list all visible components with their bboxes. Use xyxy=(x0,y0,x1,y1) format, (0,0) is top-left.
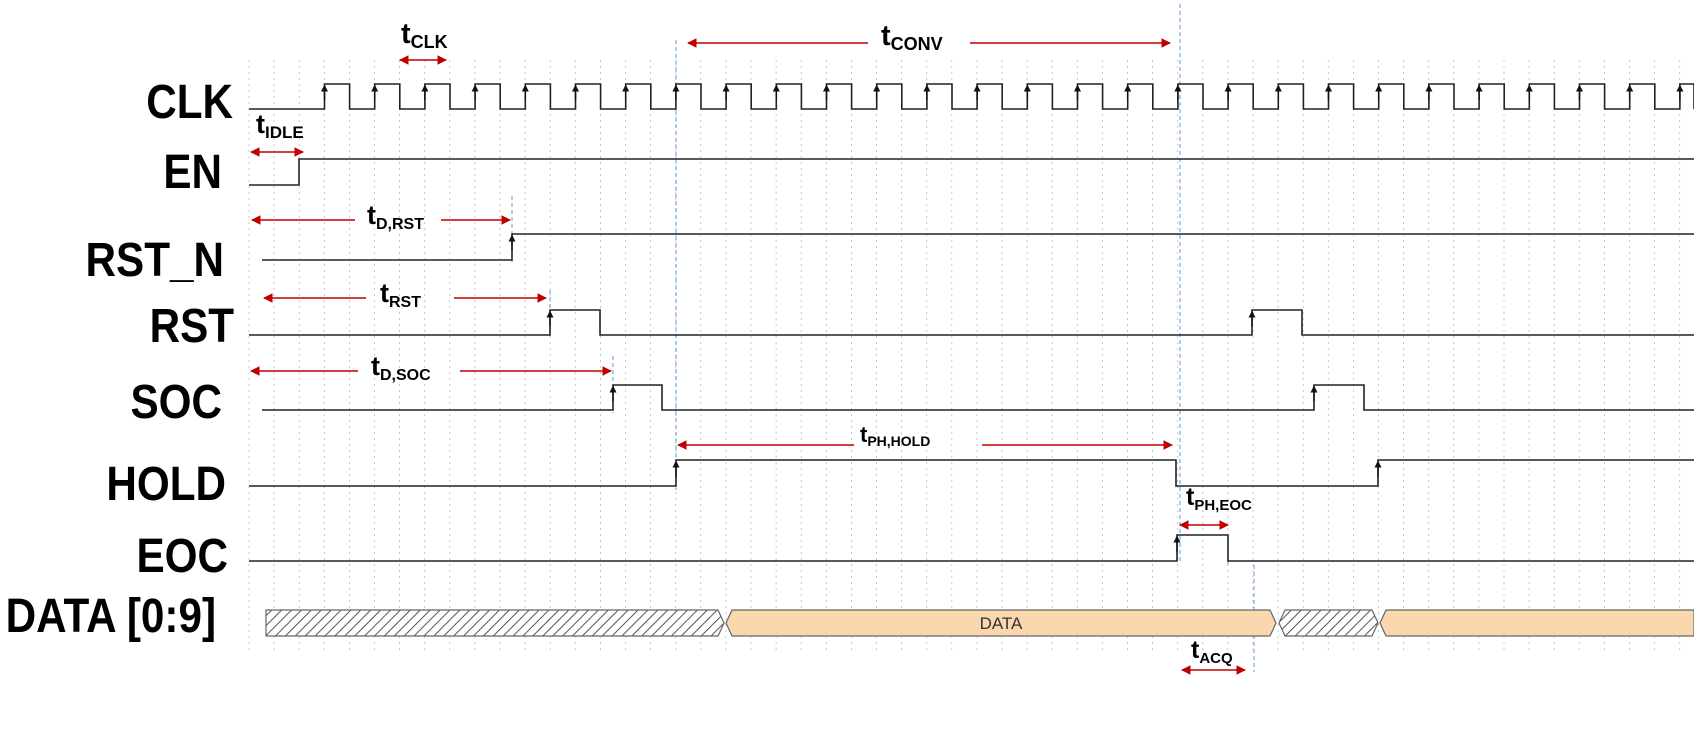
data-bus-label: DATA xyxy=(980,614,1023,633)
rst-waveform xyxy=(249,309,1694,336)
hold-waveform xyxy=(249,459,1694,487)
t-d-rst-label: tD,RST xyxy=(367,200,424,233)
data-bus-valid-2 xyxy=(1379,609,1694,637)
signal-label-data: DATA [0:9] xyxy=(6,588,216,642)
t-ph-hold-label: tPH,HOLD xyxy=(860,422,930,449)
signal-labels: CLK EN RST_N RST SOC HOLD EOC DATA [0:9] xyxy=(6,74,235,642)
grid-lines xyxy=(248,60,1681,650)
eoc-waveform xyxy=(249,534,1694,562)
timing-arrows xyxy=(250,38,1246,675)
data-bus-invalid-1 xyxy=(265,609,725,637)
en-waveform xyxy=(249,158,1694,186)
signal-label-rst-n: RST_N xyxy=(86,232,224,286)
t-acq-label: tACQ xyxy=(1191,636,1233,667)
waveforms xyxy=(249,83,1694,562)
data-bus-valid-1 xyxy=(725,609,1277,637)
clk-waveform xyxy=(249,83,1694,110)
data-bus-invalid-2 xyxy=(1278,609,1379,637)
signal-label-hold: HOLD xyxy=(106,456,226,510)
t-clk-label: tCLK xyxy=(401,18,448,52)
edge-arrows xyxy=(321,84,1684,552)
t-ph-eoc-label: tPH,EOC xyxy=(1186,483,1252,514)
signal-label-en: EN xyxy=(163,144,222,198)
t-rst-label: tRST xyxy=(380,278,421,311)
timing-labels: tCLK tCONV tIDLE tD,RST tRST tD,SOC tPH,… xyxy=(256,18,1252,667)
signal-label-rst: RST xyxy=(150,298,235,352)
data-bus: DATA xyxy=(265,609,1694,637)
guide-lines xyxy=(511,4,1255,672)
t-conv-label: tCONV xyxy=(881,20,943,54)
t-d-soc-label: tD,SOC xyxy=(371,351,431,384)
signal-label-clk: CLK xyxy=(146,74,233,128)
t-idle-label: tIDLE xyxy=(256,109,304,142)
signal-label-soc: SOC xyxy=(130,374,222,428)
signal-label-eoc: EOC xyxy=(136,528,228,582)
